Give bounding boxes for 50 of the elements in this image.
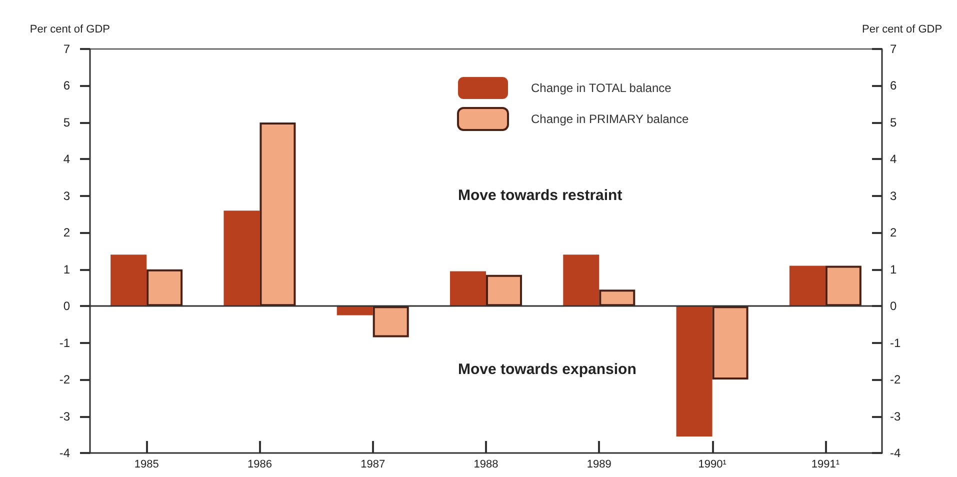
y-tick-label: 2: [63, 226, 70, 240]
y-tick-label: 7: [63, 42, 70, 56]
bar: [224, 210, 260, 306]
y-tick-label: -3: [59, 409, 70, 424]
bar: [676, 306, 712, 436]
x-tick-label: 1991¹: [811, 458, 840, 470]
y2-tick-label: 3: [890, 188, 897, 203]
bar: [450, 271, 486, 306]
y-tick-label: 4: [63, 152, 70, 166]
bar: [486, 274, 522, 306]
y2-tick-label: -2: [890, 372, 901, 387]
y-tick-label: -4: [59, 446, 70, 460]
y-tick-label: 3: [63, 188, 70, 203]
bar: [712, 306, 748, 380]
x-tick-label: 1990¹: [698, 458, 727, 470]
bar: [825, 266, 862, 306]
y2-tick-label: 5: [890, 115, 897, 130]
x-tick-label: 1985: [134, 458, 159, 470]
x-tick-label: 1986: [247, 458, 272, 470]
y2-tick-label: -3: [890, 409, 901, 424]
x-tick-label: 1987: [360, 458, 386, 470]
y2-tick-label: 0: [890, 299, 897, 314]
y-tick-label: 0: [63, 299, 70, 314]
y-tick-label: 1: [63, 262, 70, 276]
y2-tick-label: 2: [890, 226, 897, 240]
y-tick-label: -2: [59, 372, 70, 387]
y2-tick-label: 4: [890, 152, 897, 166]
y2-tick-label: 7: [890, 42, 897, 56]
y-tick-label: 5: [63, 115, 70, 130]
annotation: Move towards expansion: [458, 361, 636, 378]
y-tick-label: 6: [63, 78, 70, 93]
x-tick-label: 1988: [474, 458, 498, 470]
y2-tick-label: -1: [890, 336, 901, 350]
x-tick-label: 1989: [586, 458, 612, 470]
bar: [260, 122, 296, 306]
y2-tick-label: 1: [890, 262, 897, 276]
bar: [789, 266, 826, 306]
y2-tick-label: 6: [890, 78, 897, 93]
y2-tick-label: -4: [890, 446, 901, 460]
legend-label: Change in PRIMARY balance: [531, 112, 689, 126]
bar: [372, 306, 409, 338]
bar: [146, 269, 183, 306]
y-axis-title: Per cent of GDP: [30, 24, 110, 36]
y-tick-label: -1: [59, 336, 70, 350]
bar: [110, 254, 147, 306]
y2-axis-title: Per cent of GDP: [862, 24, 942, 36]
bar: [563, 254, 600, 306]
annotation: Move towards restraint: [458, 187, 622, 204]
legend-label: Change in TOTAL balance: [531, 81, 672, 95]
bar: [599, 290, 636, 306]
